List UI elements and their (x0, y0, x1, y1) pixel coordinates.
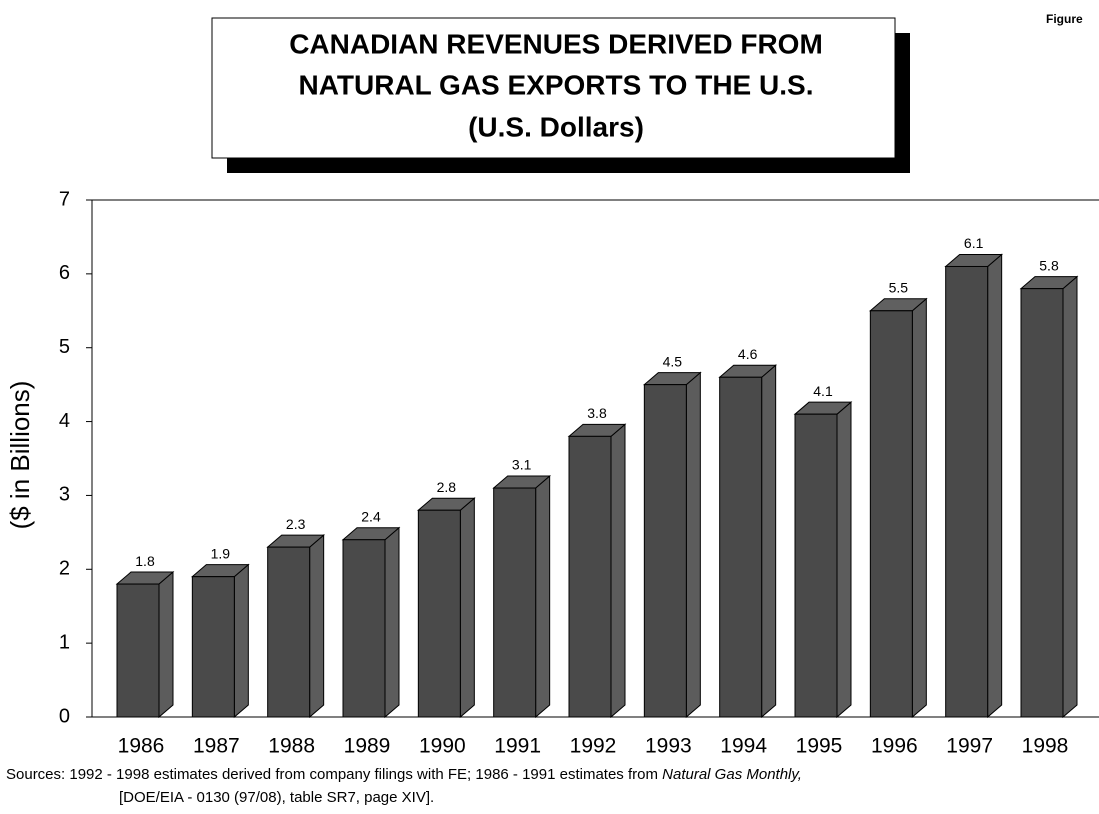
bar (417, 509, 461, 718)
sources-text: [DOE/EIA - 0130 (97/08), table SR7, page… (119, 789, 435, 806)
value-label: 1.9 (211, 545, 231, 561)
x-tick-label: 1992 (570, 735, 617, 758)
bar-side (987, 253, 1003, 719)
bar-side (911, 297, 927, 719)
y-tick-label: 1 (59, 631, 70, 653)
chart-title: (U.S. Dollars) (468, 111, 644, 142)
x-tick-label: 1997 (946, 735, 993, 758)
figure-label: Figure (1046, 12, 1083, 26)
x-tick-label: 1998 (1022, 735, 1069, 758)
sources: [DOE/EIA - 0130 (97/08), table SR7, page… (119, 789, 434, 806)
value-label: 5.5 (889, 279, 909, 295)
value-label: 2.8 (437, 479, 457, 495)
value-label: 2.4 (361, 508, 381, 524)
sources-italic: Natural Gas Monthly, (662, 766, 802, 783)
x-tick-label: 1986 (118, 735, 165, 758)
y-tick-label: 6 (59, 262, 70, 284)
bar (116, 583, 160, 718)
bar-side (836, 401, 852, 719)
bar (1020, 288, 1064, 718)
bar-side (459, 497, 475, 719)
y-axis-label: ($ in Billions) (5, 381, 35, 530)
y-tick-label: 5 (59, 336, 70, 358)
value-label: 2.3 (286, 516, 306, 532)
bar (568, 435, 612, 718)
bar (643, 384, 687, 718)
x-tick-label: 1996 (871, 735, 918, 758)
bar-side (158, 570, 174, 719)
value-label: 6.1 (964, 235, 984, 251)
x-tick-label: 1990 (419, 735, 466, 758)
y-tick-label: 2 (59, 558, 70, 580)
bar-side (610, 423, 626, 719)
bar (945, 265, 989, 718)
x-tick-label: 1988 (268, 735, 315, 758)
x-tick-label: 1995 (796, 735, 843, 758)
bar (719, 376, 763, 718)
bar (342, 539, 386, 718)
bar-side (233, 563, 249, 719)
value-label: 3.1 (512, 457, 532, 473)
y-tick-label: 3 (59, 484, 70, 506)
x-tick-label: 1989 (344, 735, 391, 758)
chart-title: NATURAL GAS EXPORTS TO THE U.S. (299, 69, 814, 100)
x-tick-label: 1987 (193, 735, 240, 758)
bar-side (685, 371, 701, 719)
chart-title: CANADIAN REVENUES DERIVED FROM (289, 28, 823, 59)
value-label: 4.5 (663, 353, 683, 369)
sources: Sources: 1992 - 1998 estimates derived f… (6, 766, 802, 783)
sources-text: Sources: 1992 - 1998 estimates derived f… (6, 766, 658, 783)
title-box (211, 17, 896, 159)
bar-side (309, 534, 325, 719)
bar-side (535, 474, 551, 719)
bar-side (761, 364, 777, 719)
value-label: 1.8 (135, 553, 155, 569)
value-label: 4.6 (738, 346, 758, 362)
bar-side (384, 526, 400, 719)
bar (869, 310, 913, 718)
x-tick-label: 1993 (645, 735, 692, 758)
y-tick-label: 0 (59, 705, 70, 727)
y-tick-label: 7 (59, 188, 70, 210)
bar-side (1062, 275, 1078, 719)
bar (794, 413, 838, 718)
y-tick-label: 4 (59, 410, 70, 432)
value-label: 5.8 (1039, 257, 1059, 273)
bar (493, 487, 537, 718)
x-tick-label: 1991 (494, 735, 541, 758)
x-tick-label: 1994 (720, 735, 767, 758)
bar (267, 546, 311, 718)
bar (191, 576, 235, 718)
value-label: 4.1 (813, 383, 833, 399)
value-label: 3.8 (587, 405, 607, 421)
